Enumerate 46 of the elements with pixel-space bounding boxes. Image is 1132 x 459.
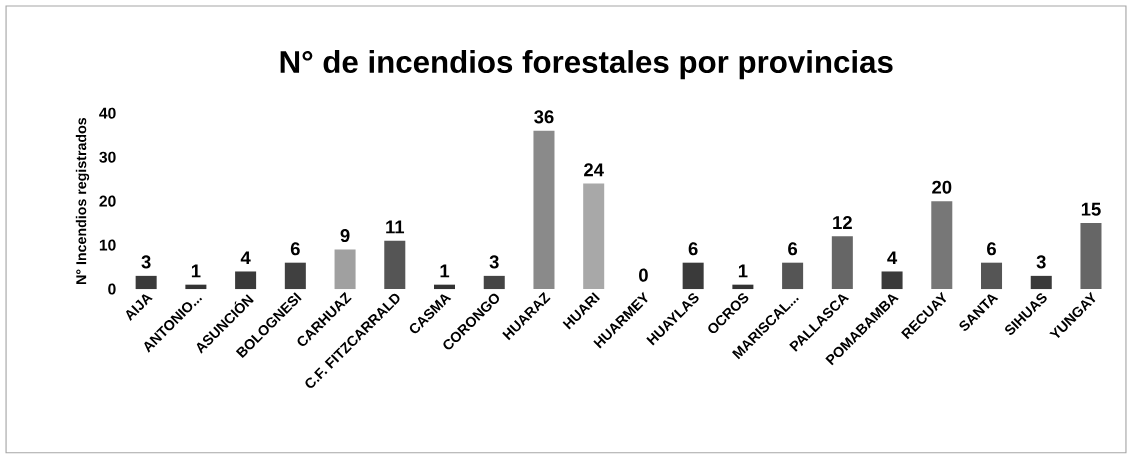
data-label: 6	[788, 242, 798, 256]
data-label: 15	[1081, 202, 1101, 216]
y-tick-label: 20	[99, 195, 116, 207]
bar	[931, 201, 953, 290]
bar	[533, 130, 555, 290]
bar	[881, 271, 903, 290]
data-label: 6	[290, 242, 300, 256]
data-label: 4	[240, 251, 251, 265]
bar	[235, 271, 257, 290]
bar	[384, 240, 406, 290]
y-axis-title: N° Incendios registrados	[75, 118, 90, 285]
bar	[1030, 275, 1052, 290]
data-label: 0	[639, 268, 648, 282]
bar	[1080, 223, 1102, 290]
bar	[334, 249, 356, 290]
data-label: 1	[440, 264, 450, 278]
data-label: 1	[738, 264, 748, 278]
data-label: 3	[141, 255, 151, 269]
data-label: 6	[987, 242, 996, 256]
bar	[284, 262, 306, 290]
bar	[981, 262, 1003, 290]
y-tick-label: 30	[99, 151, 116, 163]
bar	[732, 284, 754, 290]
data-label: 12	[833, 216, 852, 229]
bar	[583, 183, 605, 290]
data-label: 36	[534, 110, 554, 124]
data-label: 9	[340, 229, 350, 243]
bar	[682, 262, 704, 290]
bar	[135, 275, 157, 290]
bar	[782, 262, 804, 290]
bar	[434, 284, 456, 290]
data-label: 6	[688, 242, 698, 256]
data-label: 20	[932, 180, 952, 194]
data-label: 3	[1036, 255, 1046, 269]
data-label: 3	[489, 255, 499, 269]
bar	[185, 284, 207, 290]
data-label: 11	[386, 220, 405, 234]
chart-title: N° de incendios forestales por provincias	[280, 50, 893, 80]
y-tick-label: 0	[108, 283, 116, 295]
bar	[831, 236, 853, 290]
data-label: 24	[584, 163, 604, 177]
y-tick-label: 40	[99, 107, 116, 119]
data-label: 4	[887, 251, 898, 265]
data-label: 1	[191, 264, 201, 278]
y-tick-label: 10	[99, 239, 116, 251]
bar	[483, 275, 505, 290]
